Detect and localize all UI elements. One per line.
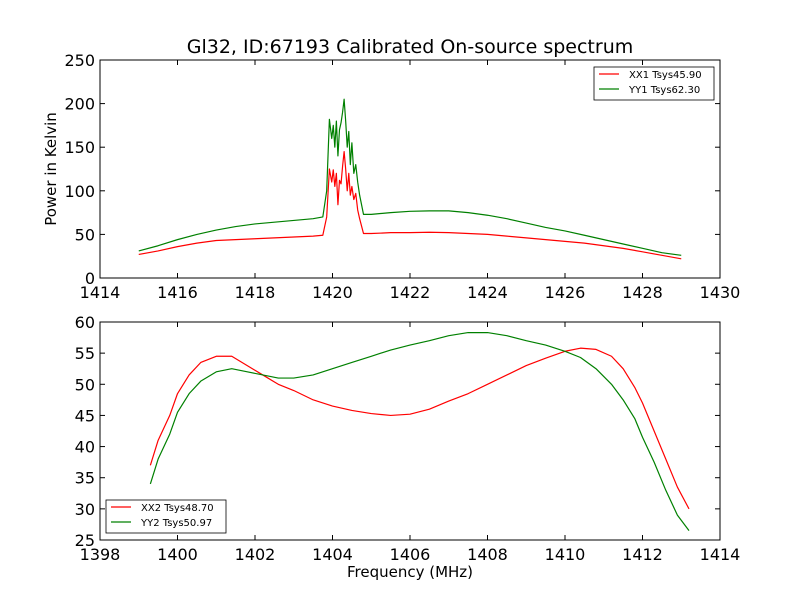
series-line-1-0 (149, 347, 690, 510)
x-tick-label-0-7: 1428 (622, 283, 663, 302)
y-tick-label-1-1: 30 (75, 500, 95, 519)
x-tick-label-0-4: 1422 (390, 283, 431, 302)
y-tick-label-0-0: 0 (85, 269, 95, 288)
y-tick-label-0-3: 150 (64, 138, 95, 157)
y-tick-label-1-2: 35 (75, 469, 95, 488)
y-tick-label-1-6: 55 (75, 344, 95, 363)
y-tick-label-1-4: 45 (75, 406, 95, 425)
x-tick-label-0-3: 1420 (312, 283, 353, 302)
y-tick-label-1-5: 50 (75, 375, 95, 394)
legend-label-1-1: YY2 Tsys50.97 (140, 518, 212, 529)
x-tick-label-1-1: 1400 (157, 545, 198, 564)
x-tick-label-0-5: 1424 (467, 283, 508, 302)
legend-label-1-0: XX2 Tsys48.70 (141, 503, 214, 514)
x-tick-label-1-4: 1406 (390, 545, 431, 564)
x-tick-label-0-1: 1416 (157, 283, 198, 302)
series-line-1-1 (149, 331, 690, 532)
top-panel: 1414 1416 1418 1420 1422 1424 1426 1428 1430 0 50 1… (64, 51, 740, 302)
y-tick-label-1-3: 40 (75, 438, 95, 457)
x-tick-label-0-2: 1418 (235, 283, 276, 302)
y-tick-label-0-2: 100 (64, 182, 95, 201)
x-tick-label-1-7: 1412 (622, 545, 663, 564)
x-tick-label-0-0: 1414 (80, 283, 121, 302)
x-tick-label-1-3: 1404 (312, 545, 353, 564)
x-tick-label-1-0: 1398 (80, 545, 121, 564)
x-tick-label-0-6: 1426 (545, 283, 586, 302)
bottom-panel: 1398 1400 1402 1404 1406 1408 1410 1412 1414 25 30… (75, 313, 741, 564)
figure-title: Gl32, ID:67193 Calibrated On-source spec… (187, 36, 634, 58)
y-tick-label-1-0: 25 (75, 531, 95, 550)
y-axis-label: Power in Kelvin (42, 112, 60, 226)
y-tick-label-0-4: 200 (64, 95, 95, 114)
legend-1: XX2 Tsys48.70 YY2 Tsys50.97 (105, 499, 227, 534)
legend-label-0-1: YY1 Tsys62.30 (628, 85, 700, 96)
x-tick-label-1-2: 1402 (235, 545, 276, 564)
series-line-0-1 (138, 98, 682, 256)
x-axis-label: Frequency (MHz) (347, 563, 473, 581)
series-line-0-0 (138, 150, 682, 260)
legend-0: XX1 Tsys45.90 YY1 Tsys62.30 (593, 66, 715, 101)
legend-box-0 (593, 66, 715, 101)
legend-label-0-0: XX1 Tsys45.90 (629, 70, 702, 81)
y-tick-label-0-1: 50 (75, 225, 95, 244)
y-tick-label-1-7: 60 (75, 313, 95, 332)
x-tick-label-1-8: 1414 (700, 545, 741, 564)
legend-box-1 (105, 499, 227, 534)
x-tick-label-0-8: 1430 (700, 283, 741, 302)
x-tick-label-1-6: 1410 (545, 545, 586, 564)
x-tick-label-1-5: 1408 (467, 545, 508, 564)
y-tick-label-0-5: 250 (64, 51, 95, 70)
